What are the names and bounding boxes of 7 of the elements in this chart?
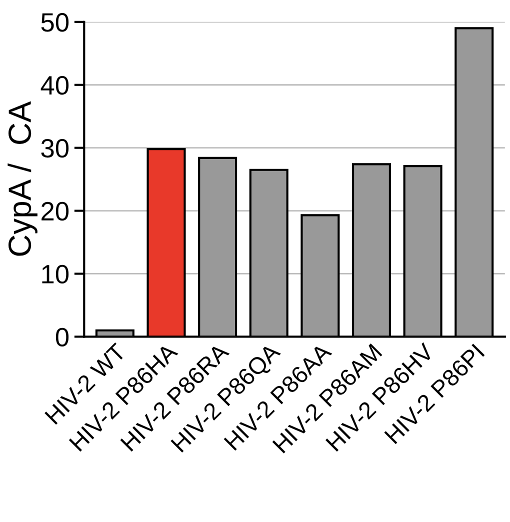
y-tick-label: 0 — [56, 328, 69, 347]
y-tick-label: 40 — [40, 76, 69, 95]
y-tick-label: 30 — [41, 138, 69, 158]
y-axis-title: CypA / CA — [8, 101, 38, 256]
y-tick-label: 10 — [42, 264, 69, 284]
y-tick-label: 50 — [41, 13, 69, 32]
y-tick-label: 20 — [42, 202, 69, 221]
